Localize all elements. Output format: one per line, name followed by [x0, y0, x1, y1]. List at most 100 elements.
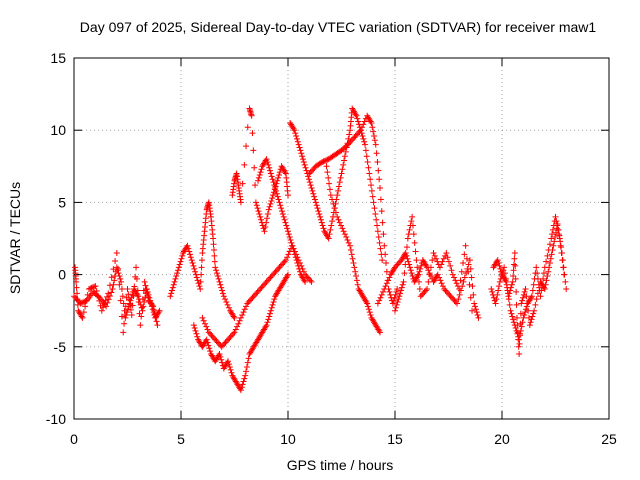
data-point	[167, 293, 174, 300]
data-point	[420, 290, 427, 297]
data-point	[382, 283, 389, 290]
data-point	[292, 130, 299, 137]
data-point	[350, 260, 357, 267]
data-point	[466, 281, 473, 288]
data-point	[175, 267, 182, 274]
data-point	[272, 184, 279, 191]
data-point	[356, 128, 363, 135]
data-point	[391, 294, 398, 301]
data-point	[445, 290, 452, 297]
data-point	[359, 124, 366, 131]
data-point	[516, 336, 523, 343]
data-point	[244, 124, 251, 131]
data-point	[98, 307, 105, 314]
data-point	[503, 278, 510, 285]
data-point	[438, 261, 445, 268]
data-point	[330, 200, 337, 207]
data-point	[127, 301, 134, 308]
data-point	[550, 242, 557, 249]
data-point	[265, 206, 272, 213]
data-point	[151, 307, 158, 314]
data-point	[284, 273, 291, 280]
data-point	[528, 294, 535, 301]
data-point	[504, 290, 511, 297]
data-point	[306, 170, 313, 177]
data-point	[417, 293, 424, 300]
data-point	[418, 291, 425, 298]
data-point	[204, 326, 211, 333]
data-point	[314, 205, 321, 212]
data-point	[241, 161, 248, 168]
data-point	[87, 285, 94, 292]
data-point	[258, 166, 265, 173]
data-point	[169, 287, 176, 294]
data-point	[551, 238, 558, 245]
data-point	[410, 231, 417, 238]
data-point	[537, 293, 544, 300]
data-point	[125, 291, 132, 298]
data-point	[264, 215, 271, 222]
data-point	[381, 286, 388, 293]
data-point	[387, 291, 394, 298]
data-point	[197, 286, 204, 293]
data-point	[548, 251, 555, 258]
data-point	[315, 208, 322, 215]
data-point	[217, 281, 224, 288]
data-point	[219, 290, 226, 297]
data-point	[212, 264, 219, 271]
data-point	[266, 275, 273, 282]
data-point	[341, 157, 348, 164]
data-point	[362, 147, 369, 154]
data-point	[423, 262, 430, 269]
data-point	[263, 156, 270, 163]
data-point	[282, 257, 289, 264]
data-point	[307, 182, 314, 189]
data-point	[469, 307, 476, 314]
data-point	[326, 180, 333, 187]
data-point	[403, 244, 410, 251]
data-point	[78, 299, 85, 306]
series-sat-track-8	[287, 105, 386, 264]
data-point	[475, 314, 482, 321]
data-point	[439, 258, 446, 265]
data-point	[334, 213, 341, 220]
data-point	[252, 182, 259, 189]
data-point	[285, 271, 291, 278]
x-tick-label: 15	[387, 431, 403, 447]
data-point	[336, 219, 343, 226]
data-point	[392, 304, 399, 311]
data-point	[218, 356, 225, 363]
data-point	[470, 291, 477, 298]
data-point	[416, 268, 423, 275]
data-point	[269, 301, 276, 308]
data-point	[495, 287, 502, 294]
data-point	[385, 277, 392, 284]
data-point	[386, 288, 393, 295]
data-point	[516, 332, 523, 339]
data-point	[198, 264, 205, 271]
data-point	[245, 299, 252, 306]
data-point	[212, 336, 219, 343]
data-point	[563, 286, 570, 293]
data-point	[339, 166, 346, 173]
data-point	[189, 260, 196, 267]
data-point	[263, 322, 270, 329]
data-point	[210, 335, 217, 342]
data-point	[310, 190, 317, 197]
data-point	[92, 283, 99, 290]
data-point	[382, 251, 389, 258]
data-point	[248, 296, 255, 303]
data-point	[215, 275, 222, 282]
data-point	[271, 296, 278, 303]
data-point	[272, 268, 279, 275]
y-tick-label: 0	[58, 267, 66, 283]
data-point	[251, 164, 258, 171]
data-point	[541, 264, 548, 271]
data-point	[496, 283, 503, 290]
data-point	[393, 301, 400, 308]
data-point	[414, 264, 421, 271]
data-point	[461, 251, 468, 258]
data-point	[467, 265, 474, 272]
data-point	[530, 310, 537, 317]
data-point	[306, 179, 313, 186]
